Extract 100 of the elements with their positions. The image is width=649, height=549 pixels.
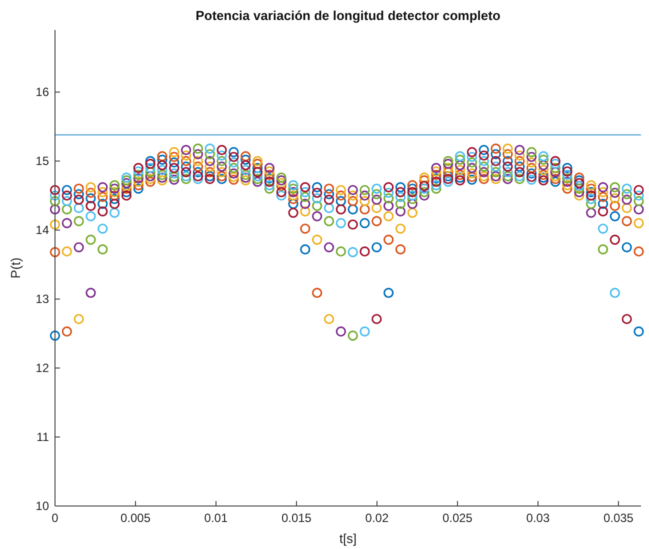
- point: [443, 156, 454, 166]
- point: [526, 157, 537, 168]
- point: [62, 218, 72, 228]
- point: [622, 189, 632, 200]
- point: [360, 190, 370, 201]
- point: [204, 156, 215, 166]
- point: [431, 166, 442, 177]
- point: [180, 144, 192, 156]
- point: [431, 184, 442, 194]
- point: [121, 184, 132, 194]
- point: [62, 204, 72, 214]
- point: [586, 198, 596, 209]
- point: [360, 218, 370, 228]
- point: [514, 167, 525, 178]
- point: [145, 162, 156, 174]
- point: [324, 314, 334, 324]
- y-tick-label: 13: [36, 292, 50, 306]
- point: [443, 167, 454, 178]
- point: [145, 171, 156, 182]
- point: [526, 162, 537, 174]
- point: [86, 193, 96, 204]
- point: [514, 144, 525, 156]
- point: [98, 198, 108, 209]
- point: [180, 171, 192, 182]
- x-tick-label: 0.015: [281, 511, 312, 525]
- point: [407, 208, 418, 218]
- point: [407, 180, 418, 190]
- point: [180, 150, 192, 161]
- point: [121, 187, 132, 198]
- point: [348, 219, 358, 230]
- point: [419, 190, 430, 201]
- point: [121, 190, 132, 201]
- point: [466, 147, 478, 158]
- point: [348, 196, 358, 206]
- point: [598, 206, 608, 217]
- point: [300, 224, 310, 234]
- point: [466, 162, 478, 174]
- point: [98, 182, 108, 192]
- y-tick-label: 12: [36, 361, 50, 376]
- point: [50, 184, 60, 196]
- point: [360, 204, 370, 214]
- point: [121, 172, 132, 183]
- point: [228, 174, 239, 185]
- point: [490, 156, 501, 166]
- point: [610, 211, 620, 222]
- point: [264, 170, 275, 180]
- point: [300, 198, 310, 209]
- point: [192, 149, 204, 160]
- point: [419, 172, 430, 183]
- point: [454, 175, 466, 186]
- point: [562, 162, 572, 174]
- point: [169, 157, 180, 168]
- point: [204, 174, 215, 184]
- point: [62, 196, 72, 206]
- point: [98, 244, 108, 254]
- point: [145, 158, 156, 169]
- point: [169, 147, 180, 158]
- point: [157, 175, 168, 186]
- point: [562, 173, 572, 184]
- point: [360, 326, 370, 337]
- point: [514, 156, 525, 166]
- point: [372, 242, 382, 252]
- point: [288, 180, 298, 190]
- point: [157, 172, 168, 183]
- point: [216, 156, 227, 166]
- point: [264, 176, 275, 187]
- point: [86, 211, 96, 222]
- point: [74, 189, 84, 200]
- x-tick-label: 0: [52, 511, 59, 525]
- point: [109, 190, 120, 201]
- point: [586, 187, 596, 198]
- point: [169, 174, 180, 185]
- point: [407, 194, 418, 204]
- point: [622, 242, 632, 252]
- point: [443, 171, 454, 182]
- point: [312, 182, 322, 192]
- point: [383, 188, 394, 198]
- point: [336, 196, 346, 206]
- point: [109, 194, 120, 204]
- point: [634, 196, 644, 206]
- x-tick-label: 0.02: [365, 511, 389, 525]
- point: [431, 180, 442, 190]
- point: [634, 190, 644, 201]
- point: [490, 174, 501, 184]
- point: [228, 172, 239, 182]
- point: [98, 224, 108, 234]
- point: [538, 160, 549, 170]
- point: [62, 184, 72, 196]
- point: [50, 196, 60, 206]
- x-axis-title: t[s]: [339, 531, 357, 546]
- point: [526, 172, 537, 182]
- point: [348, 247, 358, 258]
- point: [157, 170, 168, 180]
- point: [264, 180, 275, 190]
- point: [312, 288, 322, 298]
- point: [276, 190, 286, 201]
- point: [216, 167, 227, 178]
- point: [157, 154, 168, 165]
- point: [264, 162, 275, 174]
- point: [74, 184, 84, 194]
